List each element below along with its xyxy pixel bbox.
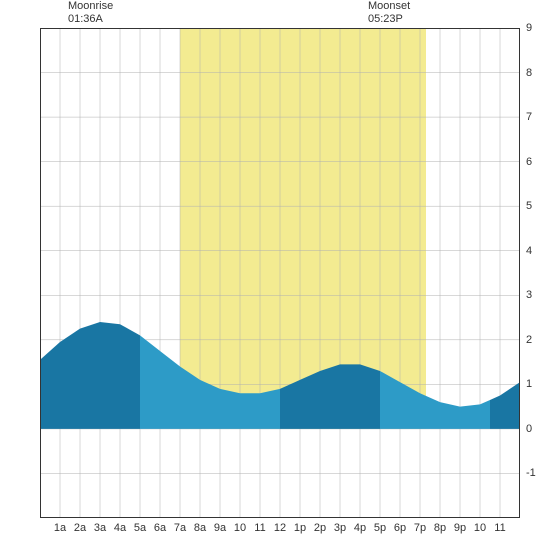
- x-tick-label: 5a: [134, 522, 146, 534]
- moonset-label: Moonset 05:23P: [368, 0, 410, 26]
- x-tick-label: 4p: [354, 522, 366, 534]
- x-tick-label: 11: [254, 522, 265, 534]
- x-tick-label: 8p: [434, 522, 446, 534]
- x-tick-label: 2p: [314, 522, 326, 534]
- x-tick-label: 11: [494, 522, 505, 534]
- x-tick-label: 4a: [114, 522, 126, 534]
- x-tick-label: 10: [234, 522, 246, 534]
- x-tick-label: 10: [474, 522, 486, 534]
- tide-chart: Moonrise 01:36A Moonset 05:23P -10123456…: [0, 0, 550, 550]
- x-tick-label: 7p: [414, 522, 426, 534]
- y-tick-label: 2: [526, 334, 532, 346]
- x-tick-label: 6a: [154, 522, 166, 534]
- x-tick-label: 3p: [334, 522, 346, 534]
- moonset-time: 05:23P: [368, 13, 403, 25]
- moonrise-label: Moonrise 01:36A: [68, 0, 113, 26]
- x-tick-label: 1a: [54, 522, 66, 534]
- x-tick-label: 8a: [194, 522, 206, 534]
- top-labels-row: Moonrise 01:36A Moonset 05:23P: [0, 0, 550, 28]
- x-tick-label: 3a: [94, 522, 106, 534]
- x-tick-label: 12: [274, 522, 286, 534]
- y-tick-label: 3: [526, 289, 532, 301]
- x-tick-label: 2a: [74, 522, 86, 534]
- y-tick-label: 6: [526, 156, 532, 168]
- x-tick-label: 9p: [454, 522, 466, 534]
- y-tick-label: 5: [526, 200, 532, 212]
- x-tick-label: 1p: [294, 522, 306, 534]
- y-tick-label: 0: [526, 423, 532, 435]
- moonrise-title: Moonrise: [68, 0, 113, 12]
- y-tick-label: 7: [526, 111, 532, 123]
- y-tick-label: 8: [526, 67, 532, 79]
- y-tick-label: -1: [526, 467, 536, 479]
- x-tick-label: 6p: [394, 522, 406, 534]
- x-tick-label: 9a: [214, 522, 226, 534]
- plot-area: [40, 28, 520, 518]
- y-tick-label: 4: [526, 245, 532, 257]
- x-tick-label: 5p: [374, 522, 386, 534]
- chart-svg: [40, 28, 520, 518]
- y-tick-label: 9: [526, 22, 532, 34]
- y-tick-label: 1: [526, 378, 532, 390]
- x-tick-label: 7a: [174, 522, 186, 534]
- moonrise-time: 01:36A: [68, 13, 103, 25]
- moonset-title: Moonset: [368, 0, 410, 12]
